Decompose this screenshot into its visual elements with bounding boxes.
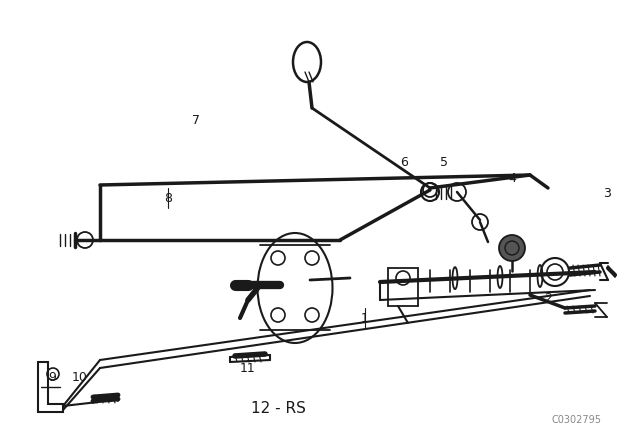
Text: C0302795: C0302795 — [552, 415, 602, 425]
Text: 10: 10 — [72, 370, 88, 383]
Text: 11: 11 — [240, 362, 256, 375]
Text: 2: 2 — [544, 292, 552, 305]
Text: 5: 5 — [440, 155, 448, 168]
Text: 1: 1 — [361, 311, 369, 324]
Text: 3: 3 — [603, 186, 611, 199]
Text: 7: 7 — [192, 113, 200, 126]
Text: 6: 6 — [400, 155, 408, 168]
Circle shape — [499, 235, 525, 261]
Text: 12 - RS: 12 - RS — [251, 401, 305, 415]
Text: 9: 9 — [48, 370, 56, 383]
Text: 4: 4 — [508, 172, 516, 185]
Text: 8: 8 — [164, 191, 172, 204]
